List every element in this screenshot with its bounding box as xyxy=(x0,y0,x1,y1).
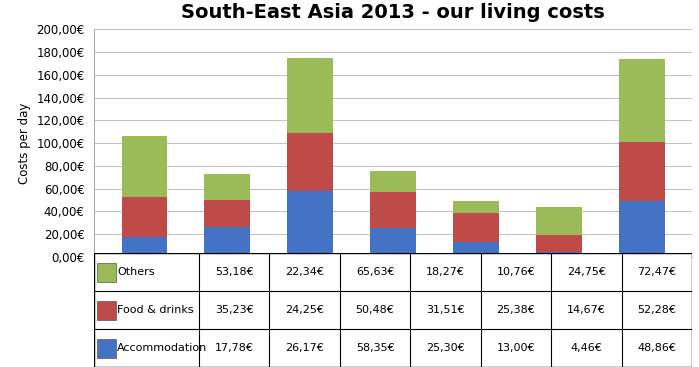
Bar xyxy=(370,192,416,228)
Bar xyxy=(205,174,250,200)
Bar xyxy=(205,227,250,257)
Text: 48,86€: 48,86€ xyxy=(637,343,676,353)
Text: 24,75€: 24,75€ xyxy=(567,267,606,277)
Text: 25,30€: 25,30€ xyxy=(426,343,465,353)
Y-axis label: Costs per day: Costs per day xyxy=(17,102,31,184)
Bar xyxy=(97,263,116,282)
Text: 58,35€: 58,35€ xyxy=(356,343,394,353)
Bar xyxy=(619,201,665,257)
Bar xyxy=(454,242,499,257)
Bar xyxy=(619,142,665,201)
Bar xyxy=(536,235,582,252)
Text: 25,38€: 25,38€ xyxy=(496,305,535,315)
Text: 17,78€: 17,78€ xyxy=(215,343,254,353)
Text: Food & drinks: Food & drinks xyxy=(117,305,194,315)
Text: 13,00€: 13,00€ xyxy=(497,343,535,353)
Text: 4,46€: 4,46€ xyxy=(570,343,603,353)
Bar xyxy=(122,237,167,257)
Text: 10,76€: 10,76€ xyxy=(496,267,535,277)
Text: 65,63€: 65,63€ xyxy=(356,267,394,277)
Bar xyxy=(122,136,167,197)
Text: 31,51€: 31,51€ xyxy=(426,305,465,315)
Text: 18,27€: 18,27€ xyxy=(426,267,465,277)
Text: 24,25€: 24,25€ xyxy=(285,305,324,315)
Bar xyxy=(122,197,167,237)
Text: 53,18€: 53,18€ xyxy=(215,267,254,277)
Bar xyxy=(287,58,333,133)
Text: 14,67€: 14,67€ xyxy=(567,305,606,315)
Bar xyxy=(205,200,250,227)
Bar xyxy=(370,228,416,257)
Bar xyxy=(619,59,665,142)
Bar xyxy=(287,190,333,257)
Title: South-East Asia 2013 - our living costs: South-East Asia 2013 - our living costs xyxy=(181,3,605,22)
Text: Others: Others xyxy=(117,267,155,277)
Bar xyxy=(370,171,416,192)
Text: Accommodation: Accommodation xyxy=(117,343,208,353)
Text: 50,48€: 50,48€ xyxy=(356,305,394,315)
Text: 52,28€: 52,28€ xyxy=(637,305,676,315)
Bar xyxy=(97,338,116,357)
Bar xyxy=(536,207,582,235)
Bar xyxy=(97,301,116,320)
Text: 26,17€: 26,17€ xyxy=(285,343,324,353)
Text: 22,34€: 22,34€ xyxy=(285,267,324,277)
Bar xyxy=(454,201,499,213)
Bar xyxy=(287,133,333,190)
Text: 35,23€: 35,23€ xyxy=(215,305,254,315)
Bar xyxy=(536,252,582,257)
Bar xyxy=(454,213,499,242)
Text: 72,47€: 72,47€ xyxy=(637,267,677,277)
